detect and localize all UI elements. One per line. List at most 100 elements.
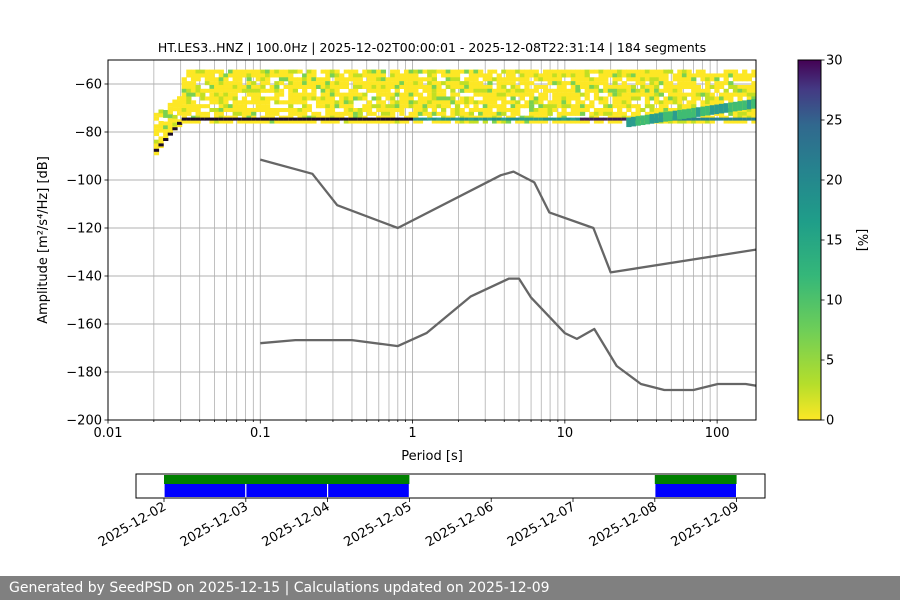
density-cell	[255, 73, 261, 78]
density-cell	[677, 100, 683, 105]
density-cell	[172, 107, 178, 112]
density-cell	[260, 96, 266, 101]
density-cell	[422, 104, 428, 109]
density-cell	[505, 81, 512, 86]
density-cell	[663, 69, 669, 74]
density-cell	[566, 81, 572, 86]
density-cell	[343, 96, 349, 101]
density-cell	[510, 104, 516, 109]
density-cell	[491, 111, 498, 116]
density-cell	[218, 92, 224, 97]
density-cell	[278, 108, 285, 113]
density-peak	[695, 117, 702, 121]
density-cell	[681, 92, 688, 97]
density-cell	[306, 73, 312, 78]
density-cell	[487, 84, 493, 89]
density-cell	[297, 81, 303, 86]
y-tick-label: −80	[75, 126, 102, 141]
density-cell	[320, 84, 326, 89]
density-cell	[630, 96, 637, 101]
density-cell	[654, 81, 660, 86]
density-cell	[195, 108, 201, 113]
density-cell	[172, 114, 178, 119]
density-cell	[232, 108, 238, 113]
density-cell	[547, 104, 553, 109]
footer-bar: Generated by SeedPSD on 2025-12-15 | Cal…	[0, 576, 900, 600]
density-cell	[454, 100, 461, 105]
density-cell	[292, 108, 299, 113]
density-cell	[274, 111, 280, 116]
density-cell	[366, 111, 373, 116]
density-cell	[218, 104, 224, 109]
density-cell	[288, 111, 294, 116]
density-cell	[709, 100, 715, 105]
density-cell	[491, 77, 498, 82]
density-rise	[732, 101, 739, 112]
density-cell	[288, 84, 294, 89]
density-cell	[672, 77, 678, 82]
density-cell	[459, 84, 465, 89]
density-cell	[732, 88, 739, 93]
density-cell	[195, 77, 201, 82]
density-cell	[302, 119, 308, 124]
density-cell	[246, 73, 252, 78]
density-cell	[737, 96, 743, 101]
density-peak	[681, 117, 688, 121]
density-cell	[649, 111, 655, 116]
density-cell	[510, 84, 516, 89]
density-cell	[672, 100, 678, 105]
density-cell	[630, 73, 637, 78]
density-cell	[501, 100, 507, 105]
density-cell	[533, 84, 539, 89]
density-cell	[269, 108, 275, 113]
density-cell	[302, 88, 308, 93]
density-cell	[422, 100, 428, 105]
density-cell	[607, 104, 614, 109]
density-cell	[617, 88, 623, 93]
density-cell	[214, 69, 220, 74]
density-cell	[496, 119, 502, 124]
density-cell	[325, 108, 331, 113]
density-peak	[593, 117, 600, 121]
density-cell	[649, 104, 655, 109]
density-cell	[524, 77, 530, 82]
density-cell	[246, 69, 252, 74]
density-cell	[343, 108, 349, 113]
density-cell	[561, 104, 567, 109]
density-cell	[593, 77, 600, 82]
density-cell	[315, 104, 322, 109]
density-cell	[385, 119, 391, 124]
density-cell	[320, 69, 326, 74]
density-cell	[547, 111, 553, 116]
density-cell	[723, 81, 729, 86]
density-cell	[478, 111, 484, 116]
density-cell	[626, 73, 632, 78]
density-cell	[626, 84, 632, 89]
density-cell	[617, 104, 623, 109]
density-cell	[376, 81, 382, 86]
density-cell	[649, 77, 655, 82]
noise-model-lower	[260, 277, 756, 392]
density-cell	[181, 111, 187, 116]
density-peak	[186, 117, 192, 121]
density-cell	[751, 69, 756, 74]
density-cell	[380, 73, 387, 78]
density-cell	[431, 88, 437, 93]
density-peak	[473, 117, 479, 121]
density-peak	[366, 117, 373, 121]
density-cell	[450, 77, 456, 82]
ppsd-figure: HT.LES3..HNZ | 100.0Hz | 2025-12-02T00:0…	[36, 40, 869, 550]
density-cell	[515, 69, 521, 74]
density-cell	[482, 104, 488, 109]
density-cell	[566, 69, 572, 74]
density-cell	[325, 84, 331, 89]
density-cell	[177, 96, 183, 101]
density-cell	[218, 96, 224, 101]
density-cell	[533, 88, 539, 93]
density-peak	[241, 117, 248, 121]
density-cell	[621, 96, 627, 101]
density-cell	[190, 84, 197, 89]
density-cell	[714, 73, 720, 78]
density-cell	[269, 111, 275, 116]
density-cell	[737, 77, 743, 82]
